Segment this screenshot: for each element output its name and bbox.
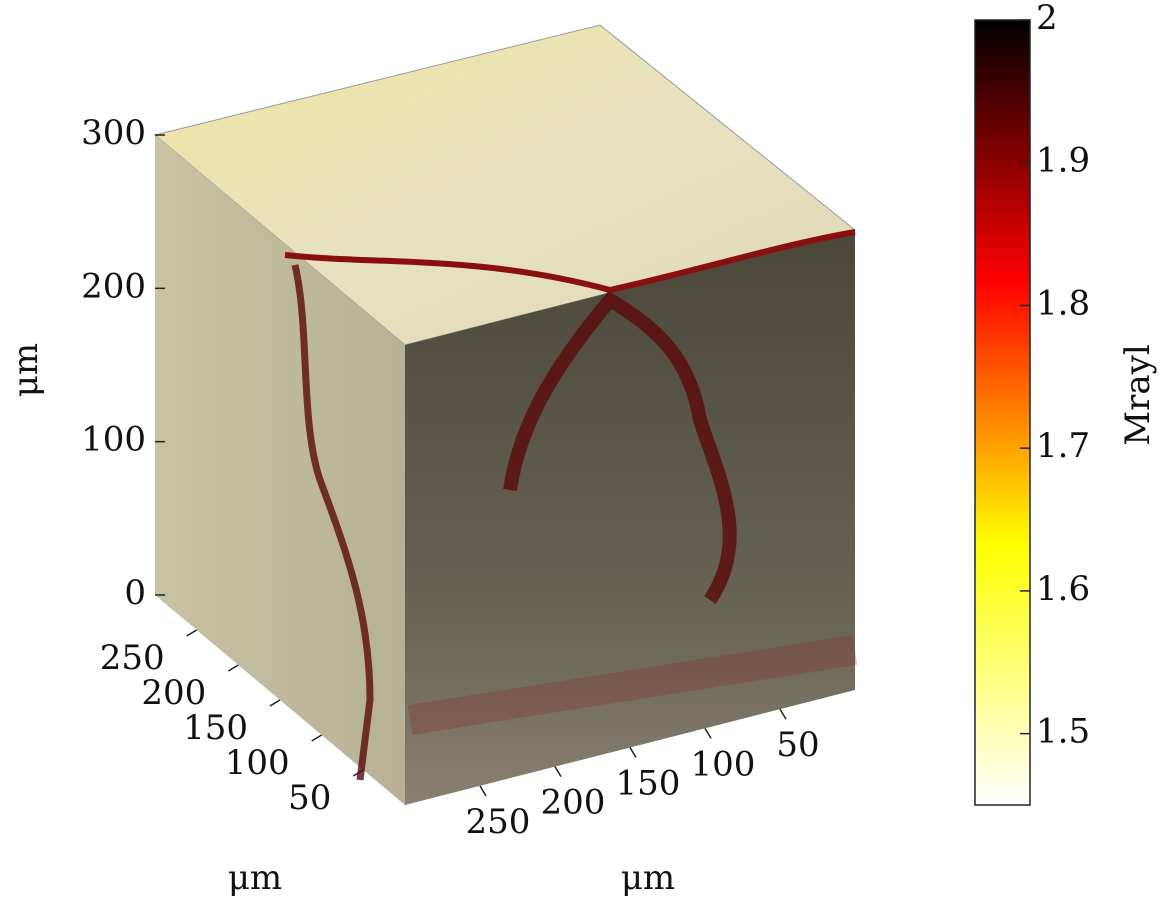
z-tick-label: 300 <box>81 113 146 153</box>
z-tick-label: 0 <box>124 573 146 613</box>
feature <box>407 635 858 735</box>
x-tick <box>554 766 562 778</box>
colorbar-tick-label: 1.8 <box>1036 283 1090 323</box>
x-axis-label: μm <box>621 858 675 898</box>
y-tick <box>186 629 198 637</box>
x-tick-label: 50 <box>776 725 819 765</box>
colorbar-tick-label: 1.7 <box>1036 426 1090 466</box>
x-tick-label: 250 <box>466 802 531 842</box>
x-tick <box>779 708 787 720</box>
x-tick-label: 200 <box>541 783 606 823</box>
y-tick <box>311 734 323 742</box>
y-axis-label: μm <box>228 858 282 898</box>
z-tick-label: 100 <box>81 420 146 460</box>
y-tick-label: 100 <box>225 743 290 783</box>
y-tick-label: 250 <box>100 638 165 678</box>
colorbar-tick-label: 2 <box>1036 0 1058 38</box>
colorbar <box>974 19 1031 806</box>
y-tick-label: 150 <box>183 708 248 748</box>
y-tick-label: 200 <box>141 673 206 713</box>
left-face <box>155 135 405 805</box>
feature <box>284 229 856 294</box>
z-axis-label: μm <box>6 343 46 397</box>
x-tick-label: 150 <box>616 764 681 804</box>
x-tick-label: 100 <box>691 744 756 784</box>
x-tick <box>479 785 487 797</box>
x-tick <box>629 747 637 758</box>
right-face <box>405 230 855 805</box>
feature <box>291 264 374 781</box>
x-tick <box>704 727 712 739</box>
y-tick <box>269 699 281 707</box>
y-tick <box>227 664 239 672</box>
feature <box>503 290 737 604</box>
colorbar-tick-label: 1.6 <box>1036 569 1090 609</box>
colorbar-label: Mrayl <box>1118 344 1158 445</box>
z-tick-label: 200 <box>81 266 146 306</box>
y-tick <box>352 769 364 777</box>
colorbar-tick-label: 1.9 <box>1036 141 1090 181</box>
y-tick-label: 50 <box>288 778 331 818</box>
colorbar-tick-label: 1.5 <box>1036 712 1090 752</box>
volume-cube <box>153 24 858 805</box>
